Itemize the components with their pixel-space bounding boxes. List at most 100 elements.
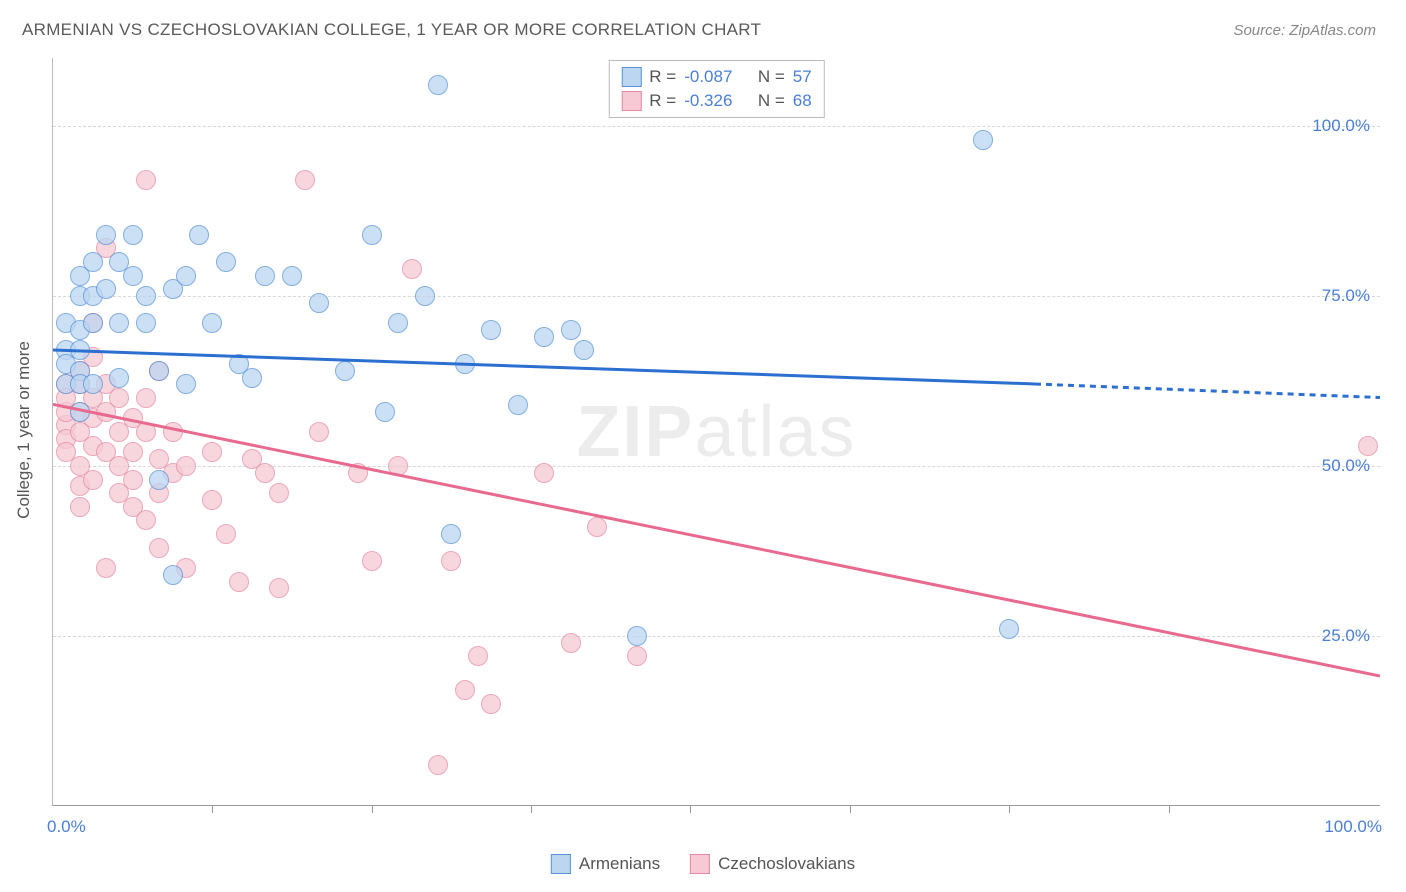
stats-row-series1: R = -0.087 N = 57 (621, 65, 811, 89)
scatter-point-series1 (109, 313, 129, 333)
scatter-point-series2 (1358, 436, 1378, 456)
plot-area: ZIPatlas 25.0% 50.0% 75.0% 100.0% R = -0.08… (52, 58, 1380, 806)
scatter-point-series2 (627, 646, 647, 666)
scatter-point-series1 (163, 565, 183, 585)
swatch-series1 (621, 67, 641, 87)
scatter-point-series1 (70, 402, 90, 422)
legend-label-series2: Czechoslovakians (718, 854, 855, 874)
scatter-point-series1 (973, 130, 993, 150)
scatter-point-series2 (229, 572, 249, 592)
scatter-point-series1 (481, 320, 501, 340)
n-label: N = (758, 65, 785, 89)
scatter-point-series2 (587, 517, 607, 537)
scatter-point-series2 (123, 470, 143, 490)
gridline (53, 126, 1380, 127)
scatter-point-series2 (348, 463, 368, 483)
y-axis-title: College, 1 year or more (14, 341, 34, 519)
watermark: ZIPatlas (576, 391, 856, 473)
scatter-point-series1 (441, 524, 461, 544)
scatter-point-series1 (70, 340, 90, 360)
stats-row-series2: R = -0.326 N = 68 (621, 89, 811, 113)
x-axis-min-label: 0.0% (47, 817, 86, 837)
scatter-point-series2 (388, 456, 408, 476)
x-tick (212, 805, 213, 813)
scatter-point-series2 (96, 558, 116, 578)
scatter-point-series1 (627, 626, 647, 646)
scatter-point-series1 (388, 313, 408, 333)
bottom-legend: Armenians Czechoslovakians (551, 854, 855, 874)
x-tick (531, 805, 532, 813)
scatter-point-series1 (109, 368, 129, 388)
scatter-point-series2 (468, 646, 488, 666)
scatter-point-series1 (415, 286, 435, 306)
source-attribution: Source: ZipAtlas.com (1233, 22, 1376, 39)
scatter-point-series1 (176, 266, 196, 286)
scatter-point-series1 (999, 619, 1019, 639)
scatter-point-series1 (96, 279, 116, 299)
scatter-point-series2 (481, 694, 501, 714)
scatter-point-series2 (136, 388, 156, 408)
n-value-series1: 57 (793, 65, 812, 89)
y-tick-label: 25.0% (1322, 626, 1370, 646)
scatter-point-series2 (202, 490, 222, 510)
scatter-point-series2 (269, 578, 289, 598)
scatter-point-series2 (176, 456, 196, 476)
scatter-point-series1 (83, 374, 103, 394)
scatter-point-series1 (189, 225, 209, 245)
scatter-point-series2 (561, 633, 581, 653)
scatter-point-series1 (149, 470, 169, 490)
r-label: R = (649, 65, 676, 89)
r-value-series1: -0.087 (684, 65, 732, 89)
gridline (53, 296, 1380, 297)
scatter-point-series1 (216, 252, 236, 272)
scatter-point-series2 (163, 422, 183, 442)
scatter-point-series1 (455, 354, 475, 374)
trend-lines (53, 58, 1380, 805)
x-tick (372, 805, 373, 813)
scatter-point-series2 (123, 442, 143, 462)
scatter-point-series1 (282, 266, 302, 286)
scatter-point-series2 (441, 551, 461, 571)
scatter-point-series2 (216, 524, 236, 544)
legend-item-series1: Armenians (551, 854, 660, 874)
swatch-series1 (551, 854, 571, 874)
scatter-point-series1 (561, 320, 581, 340)
x-tick (1009, 805, 1010, 813)
swatch-series2 (621, 91, 641, 111)
scatter-point-series1 (83, 252, 103, 272)
scatter-point-series2 (309, 422, 329, 442)
x-axis-max-label: 100.0% (1324, 817, 1382, 837)
scatter-point-series2 (295, 170, 315, 190)
scatter-point-series2 (136, 170, 156, 190)
x-tick (850, 805, 851, 813)
y-tick-label: 100.0% (1312, 116, 1370, 136)
scatter-point-series1 (242, 368, 262, 388)
chart-title: ARMENIAN VS CZECHOSLOVAKIAN COLLEGE, 1 Y… (22, 20, 761, 40)
x-tick (690, 805, 691, 813)
r-label: R = (649, 89, 676, 113)
x-tick (1169, 805, 1170, 813)
scatter-point-series2 (70, 497, 90, 517)
scatter-point-series1 (149, 361, 169, 381)
scatter-point-series2 (455, 680, 475, 700)
scatter-point-series1 (362, 225, 382, 245)
scatter-point-series1 (335, 361, 355, 381)
scatter-point-series2 (149, 538, 169, 558)
y-tick-label: 50.0% (1322, 456, 1370, 476)
scatter-point-series2 (109, 388, 129, 408)
scatter-point-series1 (176, 374, 196, 394)
scatter-point-series2 (534, 463, 554, 483)
scatter-point-series1 (428, 75, 448, 95)
n-value-series2: 68 (793, 89, 812, 113)
scatter-point-series1 (375, 402, 395, 422)
scatter-point-series1 (83, 313, 103, 333)
scatter-point-series1 (255, 266, 275, 286)
scatter-point-series1 (574, 340, 594, 360)
stats-legend: R = -0.087 N = 57 R = -0.326 N = 68 (608, 60, 824, 118)
scatter-point-series1 (534, 327, 554, 347)
gridline (53, 636, 1380, 637)
scatter-point-series2 (202, 442, 222, 462)
y-tick-label: 75.0% (1322, 286, 1370, 306)
r-value-series2: -0.326 (684, 89, 732, 113)
swatch-series2 (690, 854, 710, 874)
